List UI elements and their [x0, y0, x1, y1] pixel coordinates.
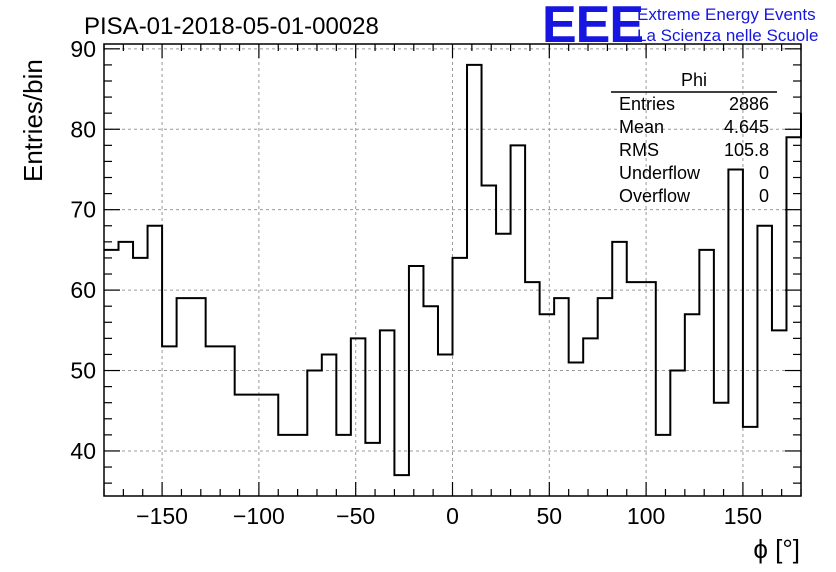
y-tick-label: 70 — [70, 197, 96, 223]
x-tick-label: 0 — [446, 503, 459, 529]
y-tick-label: 40 — [70, 438, 96, 464]
stats-entries-value: 2886 — [729, 94, 769, 114]
logo-mark: EEE — [542, 0, 643, 54]
stats-underflow-value: 0 — [759, 163, 769, 183]
stats-box: Phi Entries 2886 Mean 4.645 RMS 105.8 Un… — [611, 70, 777, 206]
y-tick-label: 80 — [70, 116, 96, 142]
x-tick-label: −100 — [233, 503, 285, 529]
logo-line-1: Extreme Energy Events — [637, 5, 816, 24]
stats-title: Phi — [681, 70, 707, 90]
stats-overflow-value: 0 — [759, 186, 769, 206]
run-title: PISA-01-2018-05-01-00028 — [84, 13, 379, 40]
y-tick-label: 60 — [70, 277, 96, 303]
stats-overflow-label: Overflow — [619, 186, 691, 206]
y-tick-label: 90 — [70, 36, 96, 62]
y-tick-label: 50 — [70, 358, 96, 384]
stats-mean-value: 4.645 — [724, 117, 769, 137]
x-tick-label: −50 — [336, 503, 375, 529]
stats-entries-label: Entries — [619, 94, 675, 114]
x-tick-label: 100 — [627, 503, 665, 529]
y-axis-label: Entries/bin — [18, 59, 48, 182]
x-tick-label: 50 — [537, 503, 563, 529]
stats-underflow-label: Underflow — [619, 163, 701, 183]
axis-ticks — [103, 44, 802, 496]
eee-logo: EEE Extreme Energy Events La Scienza nel… — [542, 0, 818, 54]
x-tick-label: −150 — [136, 503, 188, 529]
tick-labels: −150 −100 −50 0 50 100 150 40 50 60 70 80 90 — [70, 36, 762, 529]
histogram-line — [104, 63, 802, 477]
stats-rms-value: 105.8 — [724, 140, 769, 160]
x-tick-label: 150 — [724, 503, 762, 529]
x-axis-label: ϕ [°] — [753, 534, 800, 564]
logo-line-2: La Scienza nelle Scuole — [637, 26, 818, 45]
stats-rms-label: RMS — [619, 140, 659, 160]
stats-mean-label: Mean — [619, 117, 664, 137]
